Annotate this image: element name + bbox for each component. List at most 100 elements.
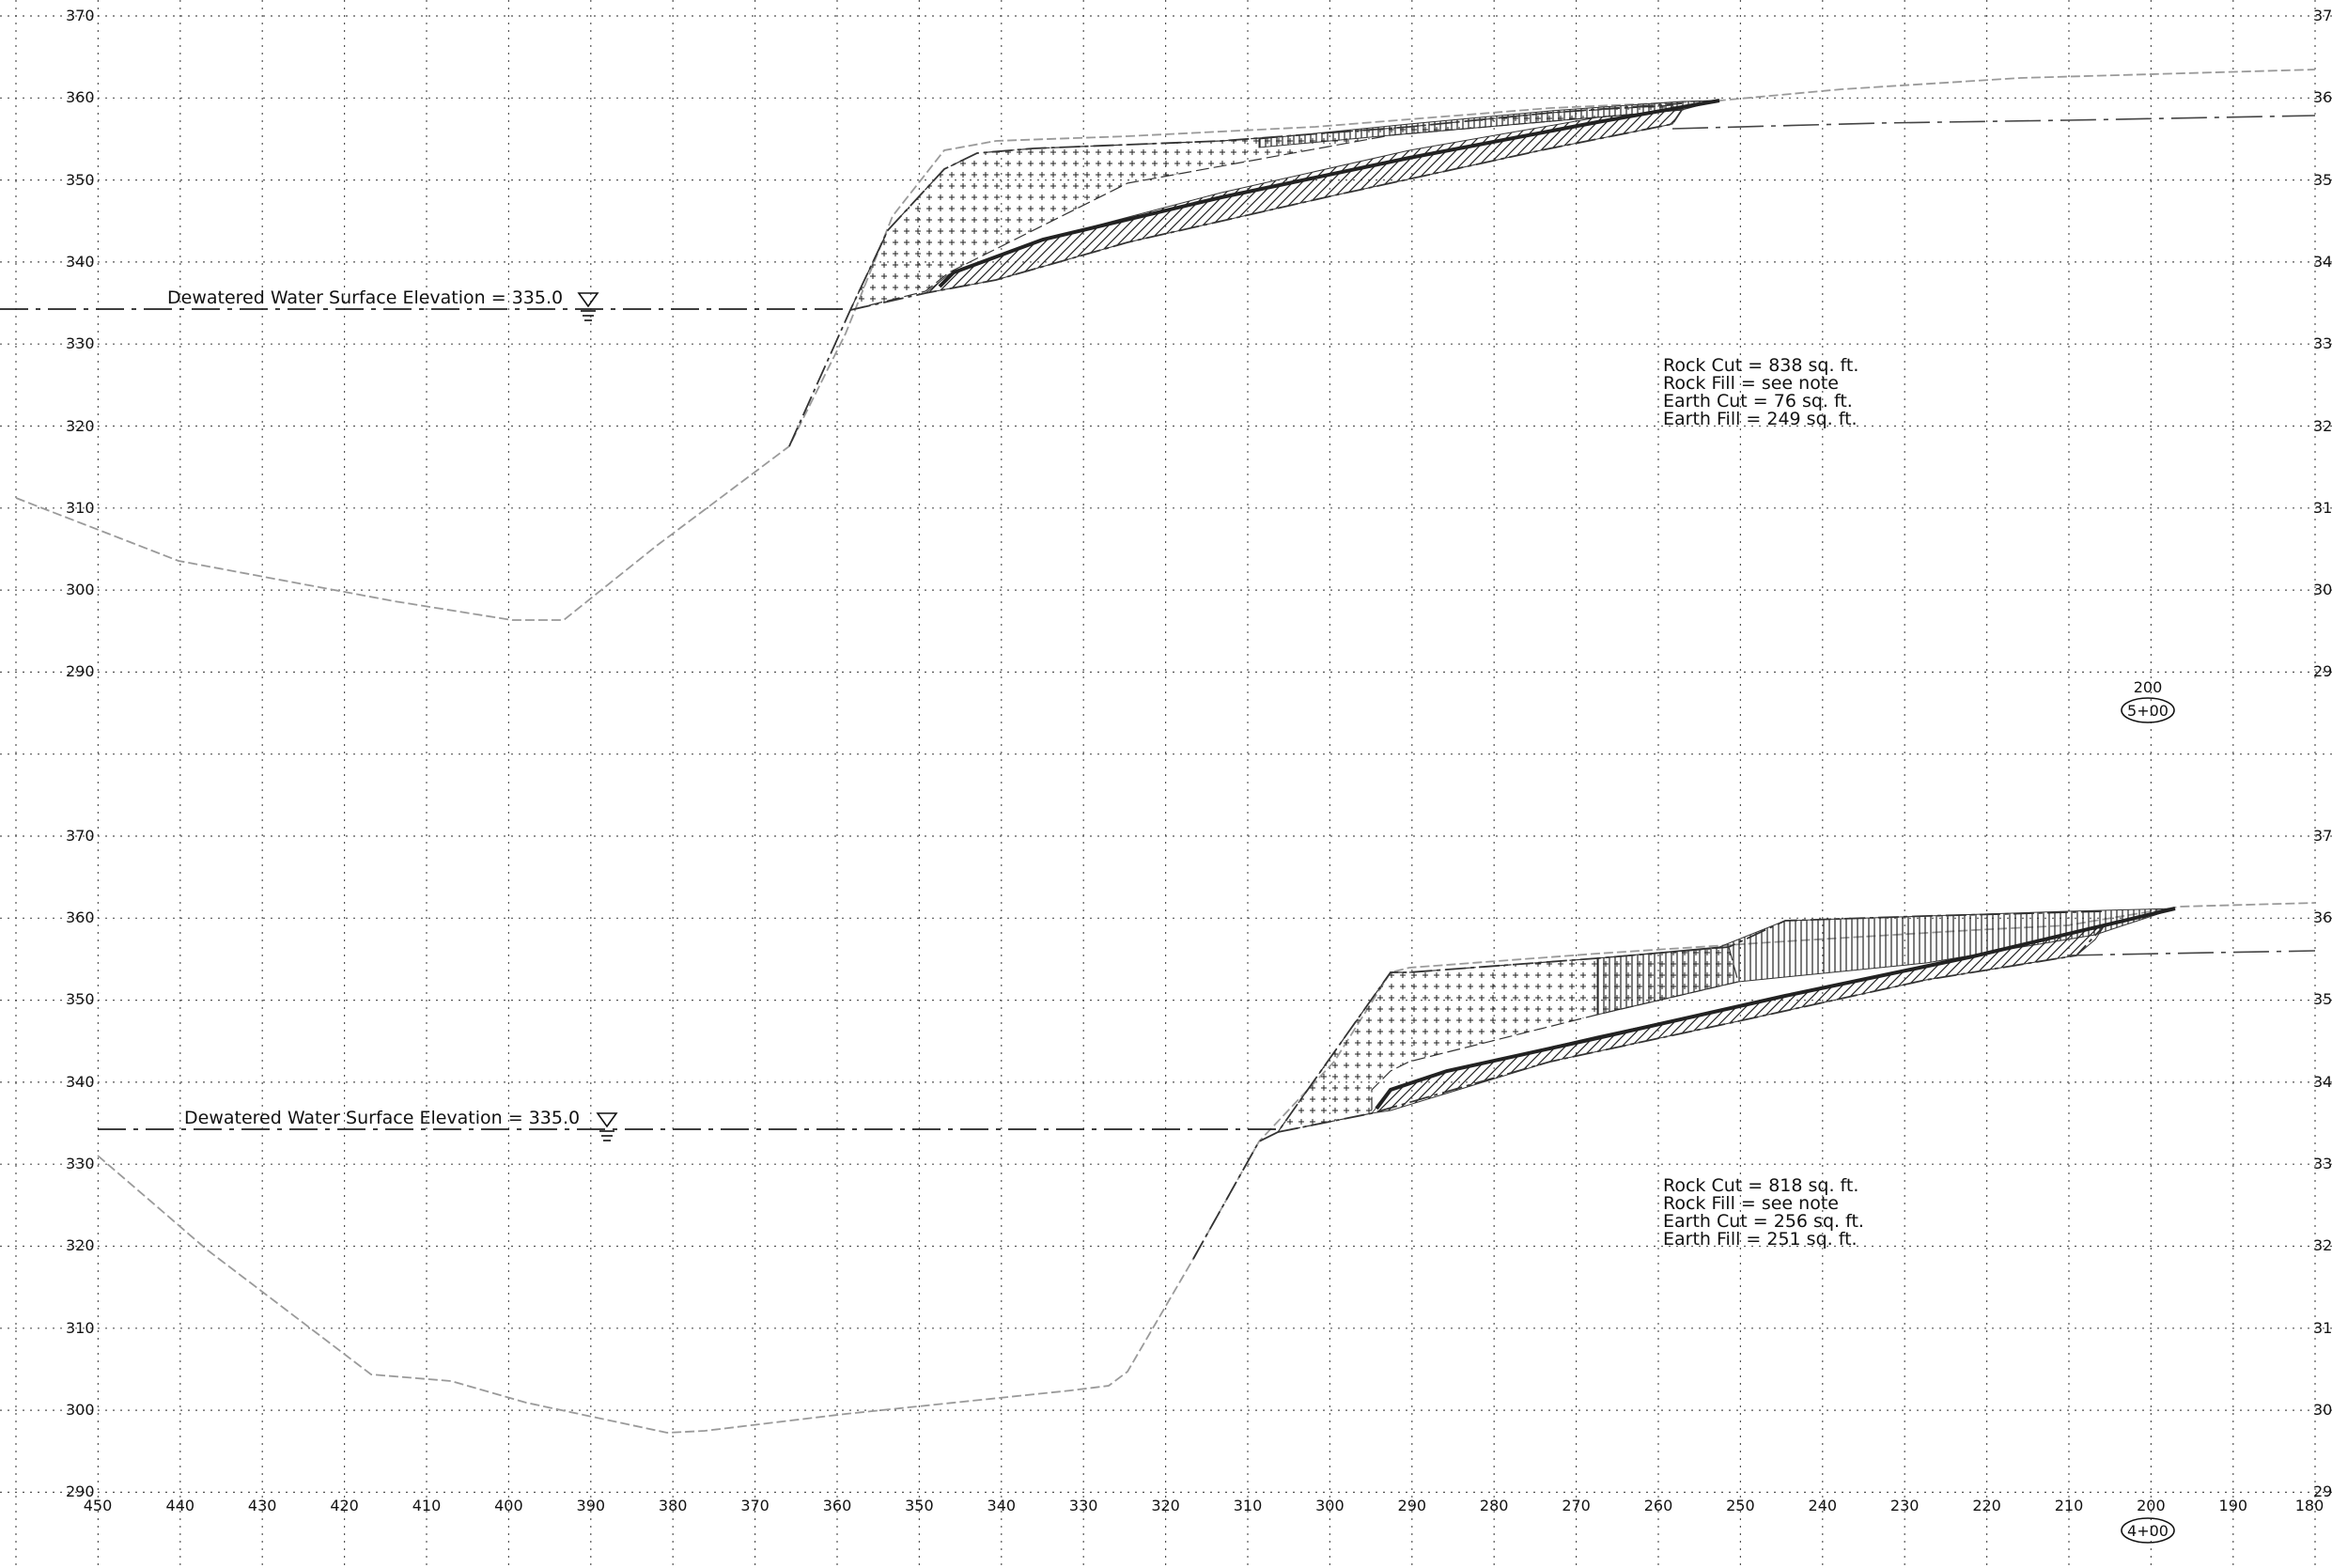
elev-tick-right: 32 — [2313, 1236, 2332, 1254]
earth-fill-area — [1276, 946, 1739, 1133]
station-offset: 200 — [2134, 678, 2163, 696]
elev-tick-right: 33 — [2313, 1155, 2332, 1172]
existing-ground-line — [15, 69, 2316, 621]
elev-tick: 340 — [66, 253, 95, 271]
offset-tick: 290 — [1398, 1497, 1427, 1514]
offset-axis: 450 440 430 420 410 400 390 380 370 360 … — [84, 1497, 2324, 1514]
quantity-earth-cut: Earth Cut = 256 sq. ft. — [1663, 1211, 1864, 1232]
offset-tick: 390 — [577, 1497, 606, 1514]
elev-tick: 310 — [66, 1319, 95, 1337]
elev-tick: 370 — [66, 827, 95, 845]
elev-tick-right: 35 — [2313, 990, 2332, 1008]
offset-tick: 430 — [248, 1497, 277, 1514]
offset-tick: 420 — [330, 1497, 359, 1514]
station-label: 5+00 — [2127, 702, 2169, 720]
elev-tick: 330 — [66, 334, 95, 352]
station-marker: 200 5+00 — [2121, 678, 2175, 723]
elev-tick-right: 33 — [2313, 334, 2332, 352]
existing-ground-line — [97, 902, 2316, 1434]
elev-tick-right: 30 — [2313, 581, 2332, 598]
elev-tick-right: 34 — [2313, 1073, 2332, 1091]
offset-tick: 190 — [2219, 1497, 2248, 1514]
elev-tick-right: 34 — [2313, 253, 2332, 271]
offset-tick: 220 — [1972, 1497, 2001, 1514]
elev-tick-right: 35 — [2313, 171, 2332, 189]
offset-tick: 330 — [1069, 1497, 1098, 1514]
offset-tick: 320 — [1151, 1497, 1180, 1514]
offset-tick: 310 — [1234, 1497, 1263, 1514]
water-surface-label: Dewatered Water Surface Elevation = 335.… — [184, 1108, 580, 1128]
elev-tick: 310 — [66, 499, 95, 517]
reference-line — [2066, 950, 2316, 956]
elev-tick: 320 — [66, 417, 95, 435]
offset-tick: 210 — [2055, 1497, 2084, 1514]
elev-tick: 340 — [66, 1073, 95, 1091]
reference-line — [1671, 115, 2316, 130]
elev-tick: 320 — [66, 1236, 95, 1254]
quantity-rock-fill: Rock Fill = see note — [1663, 1193, 1839, 1214]
offset-tick: 450 — [84, 1497, 113, 1514]
offset-tick: 410 — [412, 1497, 442, 1514]
water-surface-symbol-icon — [596, 1112, 618, 1141]
elev-tick: 330 — [66, 1155, 95, 1172]
offset-tick: 280 — [1480, 1497, 1509, 1514]
elevation-axis-right: 37 36 35 34 33 32 31 30 29 — [2313, 827, 2332, 1500]
elev-tick-right: 36 — [2313, 88, 2332, 106]
station-marker: 4+00 — [2121, 1517, 2175, 1544]
section-4-00: 370 360 350 340 330 320 310 300 290 37 3… — [66, 827, 2332, 1500]
offset-tick: 260 — [1644, 1497, 1673, 1514]
elev-tick-right: 37 — [2313, 827, 2332, 845]
offset-tick: 270 — [1562, 1497, 1591, 1514]
elev-tick-right: 30 — [2313, 1401, 2332, 1419]
elev-tick-right: 29 — [2313, 1483, 2332, 1500]
elev-tick: 300 — [66, 1401, 95, 1419]
design-grade-line — [938, 99, 1720, 288]
elev-tick-right: 32 — [2313, 417, 2332, 435]
elev-tick: 290 — [66, 1483, 95, 1500]
elev-tick: 350 — [66, 990, 95, 1008]
offset-tick: 250 — [1726, 1497, 1755, 1514]
elevation-axis-right: 37 36 35 34 33 32 31 30 29 — [2313, 7, 2332, 680]
section-5-00: 370 360 350 340 330 320 310 300 290 37 3… — [0, 7, 2332, 723]
offset-tick: 400 — [494, 1497, 523, 1514]
quantity-rock-fill: Rock Fill = see note — [1663, 373, 1839, 394]
offset-tick: 440 — [166, 1497, 195, 1514]
station-label: 4+00 — [2127, 1522, 2169, 1540]
offset-tick: 370 — [740, 1497, 770, 1514]
elev-tick: 350 — [66, 171, 95, 189]
elev-tick-right: 29 — [2313, 662, 2332, 680]
offset-tick: 380 — [659, 1497, 688, 1514]
excavation-outline — [788, 102, 1683, 447]
offset-tick: 240 — [1809, 1497, 1838, 1514]
quantities-table: Rock Cut = 838 sq. ft. Rock Fill = see n… — [1663, 355, 1858, 429]
elev-tick: 370 — [66, 7, 95, 24]
quantity-earth-fill: Earth Fill = 249 sq. ft. — [1663, 409, 1858, 429]
offset-tick: 340 — [987, 1497, 1017, 1514]
elev-tick: 290 — [66, 662, 95, 680]
elevation-axis-left: 370 360 350 340 330 320 310 300 290 — [66, 7, 95, 680]
excavation-outline — [1192, 910, 2106, 1260]
elev-tick: 360 — [66, 88, 95, 106]
elev-tick-right: 36 — [2313, 908, 2332, 926]
elev-tick-right: 31 — [2313, 1319, 2332, 1337]
elev-tick-right: 31 — [2313, 499, 2332, 517]
offset-tick: 180 — [2295, 1497, 2324, 1514]
elev-tick-right: 37 — [2313, 7, 2332, 24]
excavation-bottom — [849, 109, 1683, 311]
quantities-table: Rock Cut = 818 sq. ft. Rock Fill = see n… — [1663, 1175, 1864, 1250]
elev-tick: 300 — [66, 581, 95, 598]
offset-tick: 300 — [1315, 1497, 1345, 1514]
elevation-axis-left: 370 360 350 340 330 320 310 300 290 — [66, 827, 95, 1500]
quantity-rock-cut: Rock Cut = 818 sq. ft. — [1663, 1175, 1858, 1196]
offset-tick: 200 — [2137, 1497, 2166, 1514]
offset-tick: 360 — [823, 1497, 852, 1514]
quantity-rock-cut: Rock Cut = 838 sq. ft. — [1663, 355, 1858, 376]
offset-tick: 230 — [1890, 1497, 1920, 1514]
water-surface-symbol-icon — [577, 292, 599, 321]
quantity-earth-fill: Earth Fill = 251 sq. ft. — [1663, 1229, 1858, 1250]
elev-tick: 360 — [66, 908, 95, 926]
design-grade-line — [1375, 907, 2176, 1110]
water-surface-label: Dewatered Water Surface Elevation = 335.… — [167, 287, 563, 308]
